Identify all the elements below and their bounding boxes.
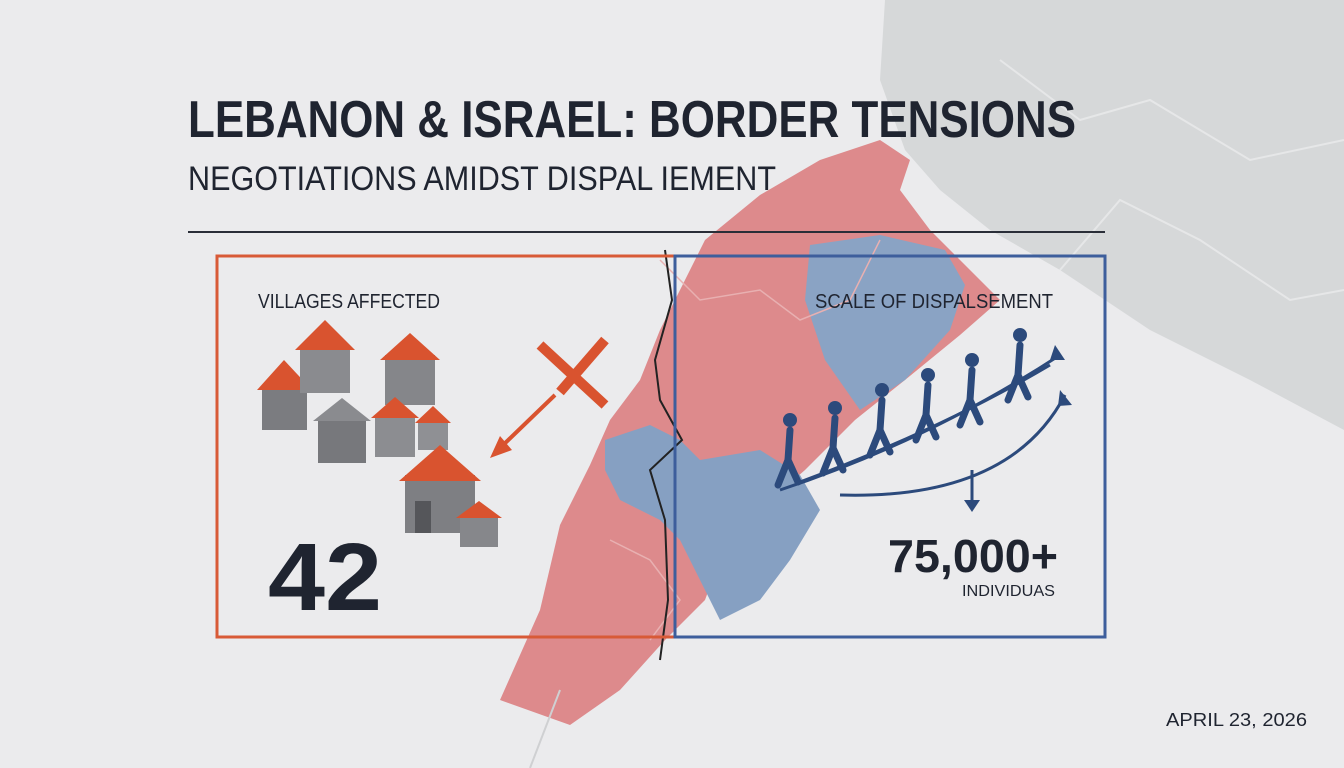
panel-unit: INDIVIDUAS [962, 583, 1055, 600]
x-mark [536, 336, 609, 409]
land-region [880, 0, 1344, 430]
houses-icon [257, 320, 502, 547]
arrow-head [964, 500, 980, 512]
arrow-head [1058, 390, 1072, 406]
panel-value: 75,000+ [888, 530, 1058, 582]
map-region-blue [805, 235, 965, 410]
panel-label: VILLAGES AFFECTED [258, 291, 440, 313]
date: APRIL 23, 2026 [1166, 710, 1307, 730]
border-crack [648, 249, 684, 661]
arrow [490, 393, 557, 458]
title: LEBANON & ISRAEL: BORDER TENSIONS [188, 91, 1076, 149]
map-border [529, 689, 561, 768]
map-border [659, 239, 881, 321]
panel-frame [673, 254, 1107, 639]
arrows [779, 353, 1067, 505]
map-region-blue [605, 425, 820, 620]
subtitle: NEGOTIATIONS AMIDST DISPAL IEMENT [188, 160, 776, 198]
arrow-head [1050, 345, 1065, 360]
map-border [1059, 198, 1344, 302]
panel-value: 42 [268, 524, 382, 631]
panel-label: SCALE OF DISPALSEMENT [815, 291, 1053, 313]
map-border [999, 59, 1344, 162]
